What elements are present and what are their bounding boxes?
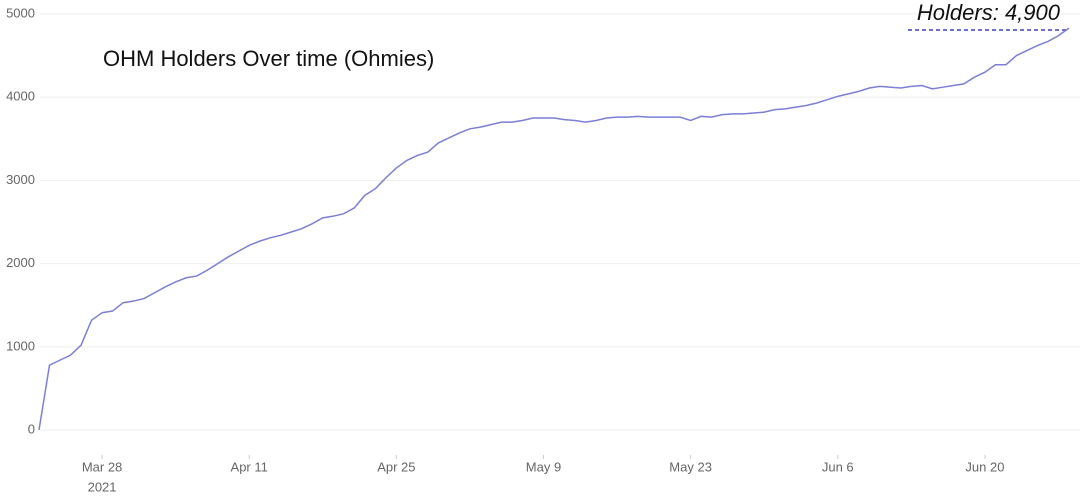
y-tick-label: 3000 (6, 172, 35, 187)
x-tick-label: Mar 28 (82, 459, 122, 474)
x-tick-label: Apr 11 (231, 459, 268, 474)
x-tick-label: Jun 20 (965, 459, 1004, 474)
y-tick-label: 4000 (6, 89, 35, 104)
x-tick-label: Apr 25 (377, 459, 415, 474)
data-line (38, 27, 1070, 431)
y-tick-label: 2000 (6, 255, 35, 270)
x-tick-label: May 9 (526, 459, 561, 474)
y-tick-label: 5000 (6, 5, 35, 20)
chart-title: OHM Holders Over time (Ohmies) (103, 46, 434, 71)
y-tick-label: 1000 (6, 338, 35, 353)
annotation: Holders: 4,900 (917, 0, 1061, 25)
y-tick-label: 0 (28, 421, 35, 436)
x-tick-label: 2021 (88, 479, 117, 494)
x-tick-label: May 23 (669, 459, 712, 474)
x-tick-label: Jun 6 (822, 459, 854, 474)
